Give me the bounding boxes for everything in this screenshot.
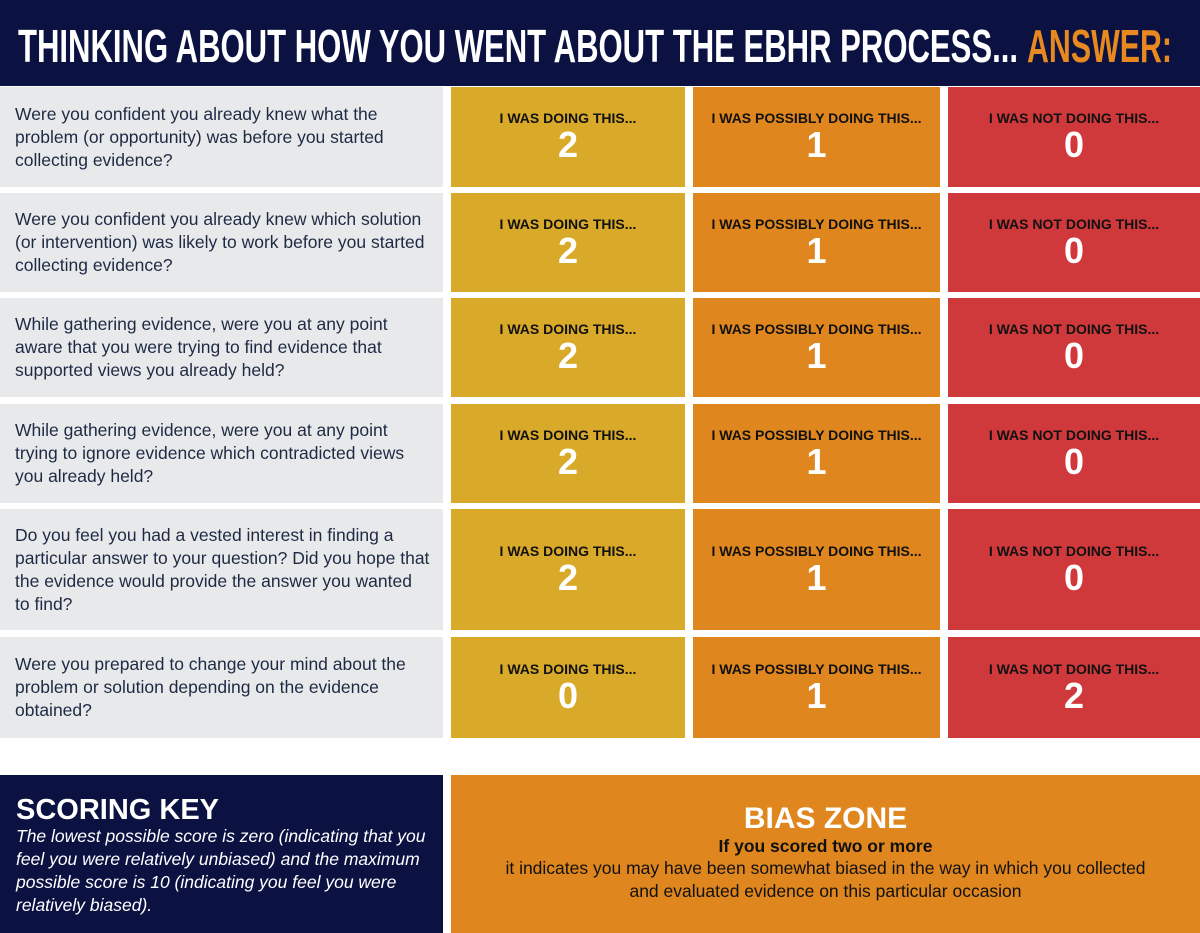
answer-score: 1: [806, 229, 827, 271]
answer-cell: I WAS DOING THIS... 2: [451, 404, 685, 503]
answer-cell: I WAS DOING THIS... 0: [451, 637, 685, 738]
answer-cell: I WAS POSSIBLY DOING THIS... 1: [693, 193, 940, 292]
answer-label: I WAS POSSIBLY DOING THIS...: [711, 542, 922, 559]
answer-cell: I WAS NOT DOING THIS... 0: [948, 509, 1200, 630]
bias-zone: BIAS ZONE If you scored two or more it i…: [451, 775, 1200, 933]
bias-zone-text: it indicates you may have been somewhat …: [505, 858, 1146, 901]
question-text: Were you confident you already knew whic…: [15, 209, 425, 275]
question-text: Do you feel you had a vested interest in…: [15, 524, 430, 614]
header-title: THINKING ABOUT HOW YOU WENT ABOUT THE EB…: [18, 20, 1018, 72]
answer-label: I WAS POSSIBLY DOING THIS...: [711, 660, 922, 677]
answer-cell: I WAS POSSIBLY DOING THIS... 1: [693, 298, 940, 397]
answer-label: I WAS NOT DOING THIS...: [988, 426, 1160, 443]
question-cell: Do you feel you had a vested interest in…: [0, 509, 443, 630]
answer-label: I WAS POSSIBLY DOING THIS...: [711, 320, 922, 337]
answer-label: I WAS DOING THIS...: [499, 320, 637, 337]
answer-cell: I WAS POSSIBLY DOING THIS... 1: [693, 404, 940, 503]
scoring-key-title: SCORING KEY: [16, 794, 220, 826]
answer-label: I WAS NOT DOING THIS...: [988, 660, 1160, 677]
bias-zone-subtitle: If you scored two or more: [718, 836, 933, 856]
answer-label: I WAS DOING THIS...: [499, 542, 637, 559]
answer-cell: I WAS NOT DOING THIS... 0: [948, 404, 1200, 503]
scoring-key-text: The lowest possible score is zero (indic…: [16, 826, 426, 915]
scoring-key: SCORING KEY The lowest possible score is…: [0, 775, 443, 933]
answer-label: I WAS NOT DOING THIS...: [988, 110, 1160, 126]
answer-score: 2: [557, 229, 579, 271]
answer-label: I WAS POSSIBLY DOING THIS...: [711, 215, 922, 232]
answer-label: I WAS DOING THIS...: [499, 215, 637, 232]
answer-cell: I WAS POSSIBLY DOING THIS... 1: [693, 637, 940, 738]
answer-cell: I WAS NOT DOING THIS... 2: [948, 637, 1200, 738]
answer-label: I WAS DOING THIS...: [499, 426, 637, 443]
answer-score: 1: [806, 124, 827, 165]
answer-score: 1: [806, 440, 827, 482]
answer-score: 0: [1063, 229, 1085, 271]
answer-score: 0: [1063, 334, 1085, 376]
answer-score: 0: [557, 674, 579, 716]
answer-label: I WAS NOT DOING THIS...: [988, 320, 1160, 337]
answer-cell: I WAS DOING THIS... 2: [451, 509, 685, 630]
answer-score: 2: [557, 124, 579, 165]
answer-label: I WAS POSSIBLY DOING THIS...: [711, 110, 922, 126]
question-cell: Were you prepared to change your mind ab…: [0, 637, 443, 738]
answer-score: 0: [1063, 440, 1085, 482]
answer-cell: I WAS DOING THIS... 2: [451, 298, 685, 397]
answer-score: 2: [557, 440, 579, 482]
question-cell: While gathering evidence, were you at an…: [0, 298, 443, 397]
question-text: Were you prepared to change your mind ab…: [15, 654, 406, 720]
header: THINKING ABOUT HOW YOU WENT ABOUT THE EB…: [0, 0, 1200, 86]
question-text: While gathering evidence, were you at an…: [15, 314, 388, 380]
answer-score: 2: [1063, 674, 1085, 716]
answer-label: I WAS POSSIBLY DOING THIS...: [711, 426, 922, 443]
answer-cell: I WAS NOT DOING THIS... 0: [948, 193, 1200, 292]
question-cell: Were you confident you already knew whic…: [0, 193, 443, 292]
answer-cell: I WAS POSSIBLY DOING THIS... 1: [693, 509, 940, 630]
bias-zone-title: BIAS ZONE: [743, 802, 908, 835]
header-answer: ANSWER:: [1027, 20, 1172, 72]
answer-cell: I WAS NOT DOING THIS... 0: [948, 298, 1200, 397]
question-cell: Were you confident you already knew what…: [0, 87, 443, 187]
answer-cell: I WAS NOT DOING THIS... 0: [948, 87, 1200, 187]
answer-score: 0: [1063, 556, 1085, 598]
header-bg: [0, 0, 1200, 86]
question-cell: While gathering evidence, were you at an…: [0, 404, 443, 503]
answer-label: I WAS NOT DOING THIS...: [988, 215, 1160, 232]
answer-label: I WAS DOING THIS...: [499, 110, 637, 126]
answer-score: 2: [557, 556, 579, 598]
answer-score: 2: [557, 334, 579, 376]
answer-score: 0: [1063, 124, 1085, 165]
answer-score: 1: [806, 556, 827, 598]
answer-cell: I WAS POSSIBLY DOING THIS... 1: [693, 87, 940, 187]
answer-cell: I WAS DOING THIS... 2: [451, 193, 685, 292]
answer-label: I WAS DOING THIS...: [499, 660, 637, 677]
question-text: While gathering evidence, were you at an…: [15, 420, 405, 486]
question-text: Were you confident you already knew what…: [15, 103, 384, 170]
answer-label: I WAS NOT DOING THIS...: [988, 542, 1160, 559]
answer-score: 1: [806, 334, 827, 376]
answer-cell: I WAS DOING THIS... 2: [451, 87, 685, 187]
answer-score: 1: [806, 674, 827, 716]
